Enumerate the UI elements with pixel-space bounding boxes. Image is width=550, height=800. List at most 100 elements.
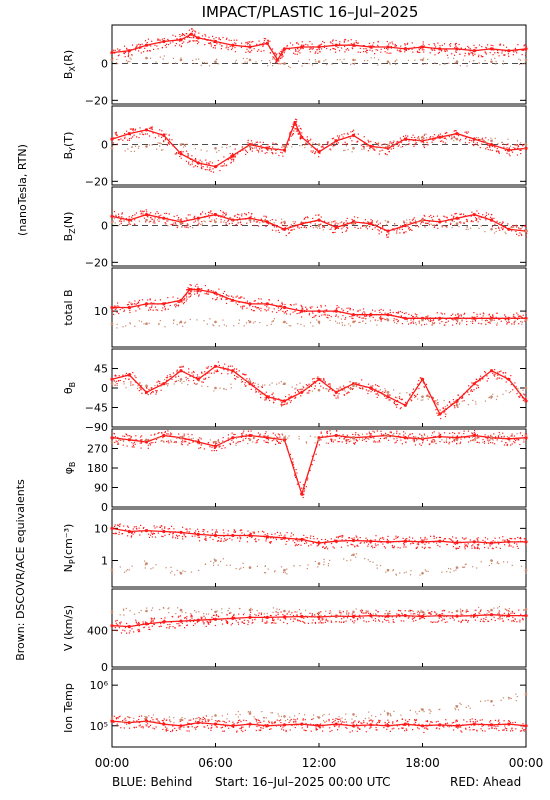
y-axis-label: NP(cm⁻³): [62, 524, 77, 573]
y-axis-label: Ion Temp: [62, 683, 75, 733]
data-point: [455, 132, 459, 136]
data-point: [386, 145, 390, 148]
data-point: [421, 708, 424, 711]
noise-dots: [112, 553, 528, 576]
data-point: [352, 320, 355, 324]
data-point: [110, 382, 114, 386]
data-point: [127, 218, 131, 222]
data-point: [214, 147, 217, 150]
noise-dots: [112, 118, 527, 173]
data-point: [420, 614, 425, 619]
y-tick-label: 0: [101, 382, 108, 395]
data-point: [283, 62, 286, 65]
data-point: [334, 433, 338, 438]
data-point: [145, 609, 148, 613]
data-point: [352, 147, 355, 150]
data-point: [248, 712, 252, 715]
data-point: [162, 722, 166, 726]
y-tick-label: 10⁶: [90, 679, 109, 692]
data-point: [490, 395, 493, 399]
data-point: [282, 47, 287, 51]
data-point: [231, 298, 235, 302]
chart-title: IMPACT/PLASTIC 16–Jul–2025: [202, 3, 419, 21]
data-point: [524, 399, 528, 403]
series-ahead: [110, 361, 528, 420]
data-point: [144, 302, 149, 306]
data-point: [248, 216, 252, 220]
data-point: [421, 395, 424, 399]
data-point: [455, 137, 459, 141]
data-point: [524, 318, 528, 322]
noise-dots: [112, 217, 521, 235]
data-point: [179, 152, 183, 156]
y-tick-label: 0: [101, 661, 108, 674]
data-point: [489, 47, 494, 51]
data-point: [110, 214, 114, 218]
data-point: [317, 615, 321, 619]
series-equivalent: [110, 432, 528, 447]
data-point: [403, 316, 407, 320]
data-point: [490, 60, 493, 63]
data-point: [490, 139, 493, 143]
data-point: [110, 147, 114, 150]
y-axis-label: φB: [62, 462, 77, 475]
start-time: Start: 16–Jul–2025 00:00 UTC: [215, 775, 390, 789]
data-point: [317, 716, 321, 719]
data-point: [524, 692, 528, 696]
data-point: [438, 47, 442, 51]
noise-dots: [113, 609, 525, 634]
noise-dots: [112, 133, 525, 153]
data-point: [455, 222, 459, 225]
data-point: [179, 608, 183, 612]
data-point: [317, 438, 321, 442]
noise-dots: [121, 693, 518, 724]
data-point: [455, 724, 459, 728]
y-tick-label: 45: [94, 363, 108, 376]
data-point: [248, 302, 252, 306]
data-point: [489, 369, 494, 373]
x-tick-label: 00:00: [95, 756, 130, 770]
data-point: [438, 539, 442, 543]
data-point: [472, 213, 476, 217]
data-point: [283, 609, 286, 613]
data-point: [455, 216, 459, 220]
data-point: [300, 722, 304, 726]
data-point: [317, 60, 321, 63]
data-point: [351, 313, 356, 317]
data-point: [507, 540, 511, 544]
y-tick-label: 0: [101, 501, 108, 514]
series-equivalent: [110, 692, 528, 724]
data-point: [472, 540, 476, 544]
noise-dots: [115, 54, 526, 69]
data-point: [248, 218, 252, 222]
data-point: [300, 309, 304, 313]
noise-dots: [112, 430, 527, 499]
data-point: [489, 541, 494, 545]
series-equivalent: [110, 54, 528, 69]
data-point: [179, 143, 183, 146]
data-point: [472, 137, 476, 141]
data-point: [145, 716, 148, 719]
data-point: [455, 47, 459, 51]
series-line: [111, 434, 527, 497]
data-point: [145, 438, 148, 442]
series-equivalent: [110, 378, 528, 408]
data-point: [352, 553, 355, 557]
data-point: [144, 622, 149, 626]
data-point: [317, 143, 321, 146]
data-point: [162, 382, 166, 386]
data-point: [507, 437, 511, 441]
panel-frame: [111, 24, 527, 105]
data-point: [213, 165, 218, 169]
data-point: [455, 614, 459, 618]
y-tick-label: −20: [85, 256, 108, 269]
data-point: [490, 608, 493, 612]
data-point: [421, 58, 424, 62]
data-point: [179, 530, 183, 535]
noise-dots: [113, 361, 527, 420]
data-point: [188, 287, 192, 292]
series-ahead: [110, 715, 528, 734]
data-point: [265, 302, 269, 306]
data-point: [110, 568, 114, 572]
